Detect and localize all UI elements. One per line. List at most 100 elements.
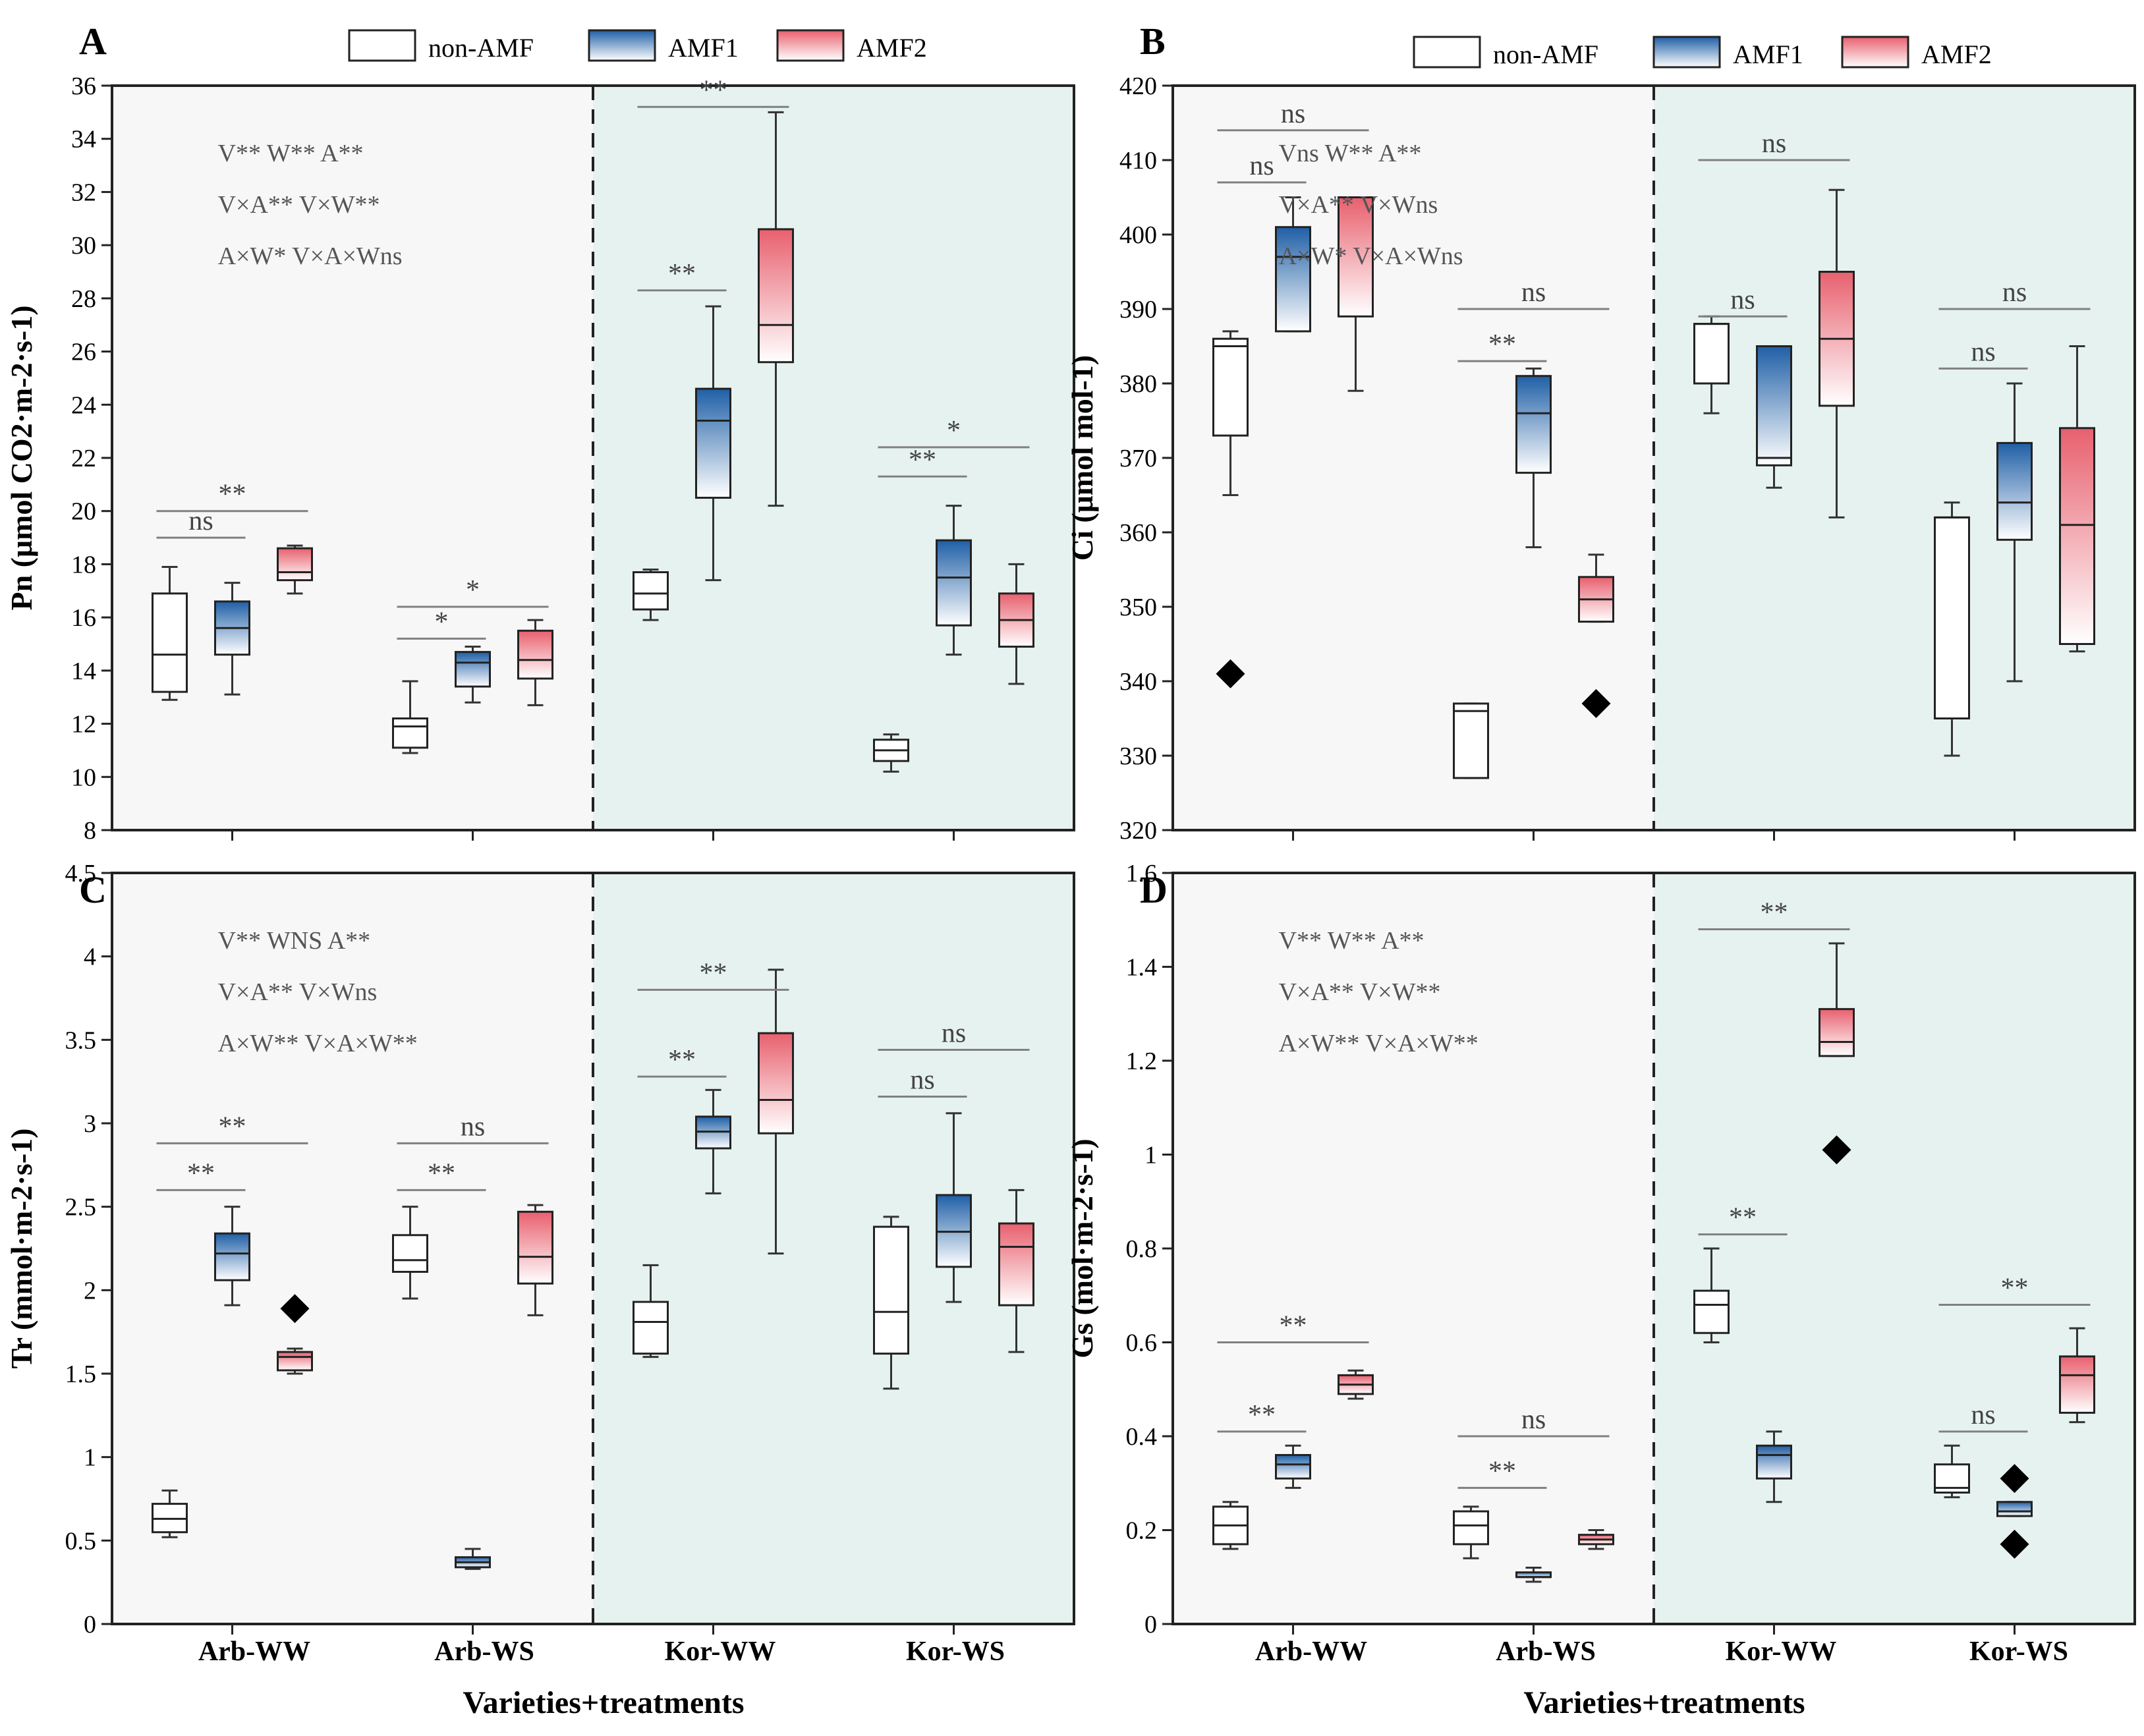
outlier-amf1 <box>2000 1464 2029 1494</box>
sig-label: ns <box>1249 151 1274 181</box>
box-amf2 <box>758 228 794 364</box>
box-amf1 <box>1756 345 1792 466</box>
y-tick-label: 3 <box>84 1110 96 1138</box>
sig-label: ** <box>219 1111 246 1142</box>
sig-label: ns <box>910 1065 934 1095</box>
shade-kor <box>1654 86 2135 830</box>
box-non-amf <box>1934 516 1970 720</box>
shade-kor <box>593 873 1074 1624</box>
y-tick-label: 3.5 <box>65 1026 97 1054</box>
y-tick-label: 1.2 <box>1126 1048 1158 1075</box>
legend-label-amf1-b: AMF1 <box>1733 40 1803 69</box>
box-non-amf <box>633 571 669 611</box>
y-tick-label: 410 <box>1119 147 1157 175</box>
y-tick-label: 4 <box>84 943 96 971</box>
y-tick-label: 0.4 <box>1126 1423 1158 1451</box>
box-amf1 <box>1515 375 1552 474</box>
cat-label-a1: Arb-WW <box>198 1637 310 1667</box>
y-tick-label: 34 <box>71 126 96 154</box>
box-non-amf <box>1453 702 1489 779</box>
box-amf1 <box>1996 1501 2033 1517</box>
sig-label: ** <box>1729 1203 1757 1233</box>
y-tick-label: 380 <box>1119 370 1157 398</box>
box-amf1 <box>695 387 731 499</box>
box-amf2 <box>277 547 313 582</box>
y-tick-label: 340 <box>1119 668 1157 696</box>
outlier-non-amf <box>1216 659 1245 688</box>
legend-label-amf2-b: AMF2 <box>1921 40 1992 69</box>
y-tick-label: 390 <box>1119 296 1157 323</box>
y-tick-label: 0 <box>84 1611 96 1638</box>
anova-stats-line: V×A** V×W** <box>1279 978 1441 1006</box>
y-tick-label: 0.2 <box>1126 1517 1158 1545</box>
box-amf2 <box>2059 427 2095 645</box>
box-amf1 <box>1275 1454 1311 1480</box>
box-non-amf <box>1693 323 1730 385</box>
y-tick-label: 28 <box>71 285 96 313</box>
sig-label: ** <box>1248 1400 1276 1430</box>
shade-kor <box>593 86 1074 830</box>
y-axis-title: Ci (μmol mol-1) <box>1065 355 1099 561</box>
anova-stats-line: A×W* V×A×Wns <box>1279 242 1463 270</box>
sig-label: ns <box>1971 337 1995 367</box>
sig-label: ** <box>1761 898 1788 928</box>
legend-right: non-AMF AMF1 AMF2 <box>1413 36 1992 69</box>
legend-label-amf1: AMF1 <box>668 33 739 63</box>
cat-label-a2: Arb-WS <box>434 1637 534 1667</box>
y-tick-label: 1 <box>84 1444 96 1472</box>
y-tick-label: 1.4 <box>1126 954 1158 982</box>
outlier-amf2 <box>1822 1135 1851 1165</box>
y-tick-label: 12 <box>71 711 96 739</box>
x-axis-category-labels: Arb-WW Arb-WS Kor-WW Kor-WS Arb-WW Arb-W… <box>198 1637 2068 1667</box>
y-tick-label: 18 <box>71 551 96 578</box>
y-tick-label: 16 <box>71 604 96 632</box>
box-non-amf <box>873 1225 909 1355</box>
box-amf2 <box>998 1222 1034 1306</box>
y-tick-label: 2.5 <box>65 1194 97 1221</box>
anova-stats-line: V** WNS A** <box>218 927 371 955</box>
box-non-amf <box>1453 1510 1489 1546</box>
cat-label-b1: Arb-WW <box>1255 1637 1367 1667</box>
box-non-amf <box>1693 1289 1730 1334</box>
box-non-amf <box>152 592 188 693</box>
box-amf1 <box>1756 1444 1792 1480</box>
y-tick-label: 10 <box>71 764 96 791</box>
y-tick-label: 0.6 <box>1126 1330 1158 1357</box>
shade-kor <box>1654 873 2135 1624</box>
sig-label: ns <box>1762 128 1786 159</box>
y-tick-label: 420 <box>1119 72 1157 100</box>
anova-stats-line: V×A** V×W** <box>218 191 380 219</box>
cat-label-b4: Kor-WS <box>1969 1637 2068 1667</box>
plot-frame <box>111 872 1075 1625</box>
sig-label: ** <box>668 259 696 289</box>
y-tick-label: 0.8 <box>1126 1235 1158 1263</box>
box-amf1 <box>455 651 491 688</box>
anova-stats-line: V** W** A** <box>1279 927 1425 955</box>
y-tick-label: 36 <box>71 72 96 100</box>
anova-stats-line: A×W** V×A×W** <box>218 1030 418 1057</box>
panel-d-gs: 0 0.2 0.4 0.6 0.8 1 1.2 1.4 1.6 Gs (mol·m-2·s-1) *… <box>1065 860 2136 1638</box>
outlier-amf1 <box>2000 1529 2029 1559</box>
anova-stats-line: V×A** V×Wns <box>218 978 378 1006</box>
cat-label-b2: Arb-WS <box>1496 1637 1596 1667</box>
shade-arb <box>112 873 593 1624</box>
sig-label: ** <box>909 445 936 475</box>
sig-label: ns <box>1521 277 1546 308</box>
anova-stats-line: A×W** V×A×W** <box>1279 1030 1479 1057</box>
anova-stats-line: Vns W** A** <box>1279 140 1422 167</box>
y-tick-label: 1.6 <box>1126 860 1158 887</box>
sig-label: ns <box>461 1111 485 1142</box>
sig-label: ns <box>1521 1405 1546 1435</box>
sig-label: * <box>466 575 480 605</box>
y-tick-label: 0 <box>1144 1611 1157 1638</box>
anova-stats-line: V×A** V×Wns <box>1279 191 1438 219</box>
shade-arb <box>1173 873 1654 1624</box>
y-tick-label: 1.5 <box>65 1360 97 1388</box>
panel-letter-b: B <box>1140 20 1166 63</box>
legend-label-non-amf-b: non-AMF <box>1493 40 1598 69</box>
x-axis-title-left: Varieties+treatments <box>463 1685 744 1720</box>
sig-label: ** <box>219 480 246 510</box>
sig-label: ** <box>1488 329 1516 360</box>
y-tick-label: 14 <box>71 658 96 685</box>
y-tick-label: 360 <box>1119 519 1157 547</box>
